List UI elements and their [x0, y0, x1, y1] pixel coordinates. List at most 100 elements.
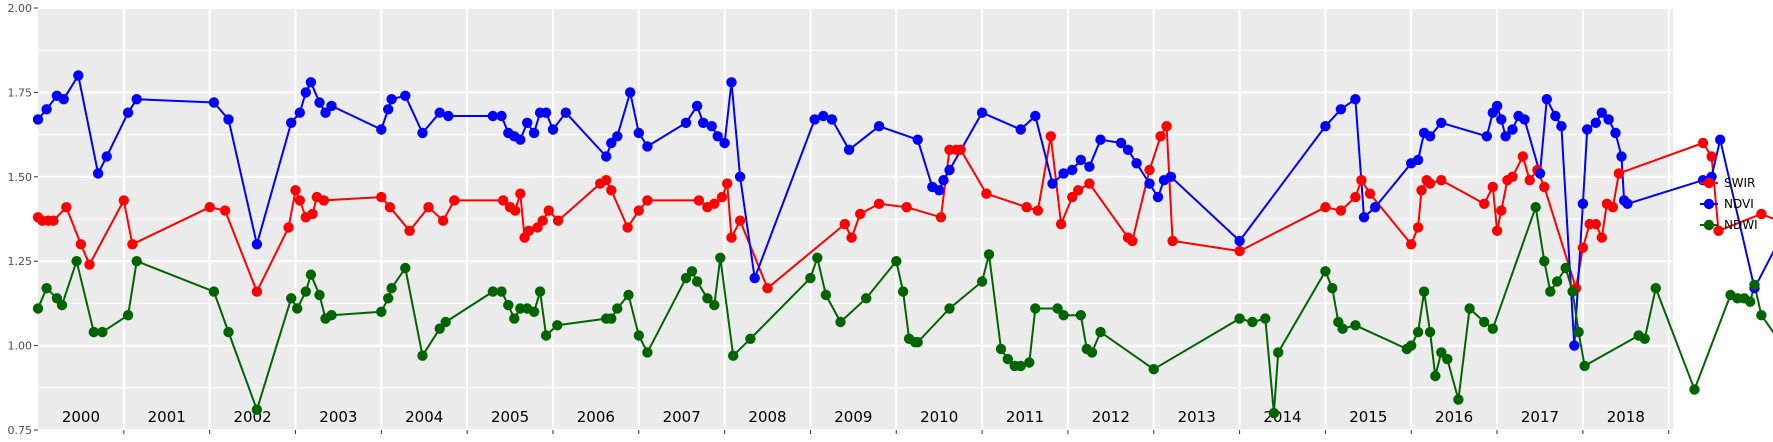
series-layer: [32, 70, 1773, 419]
data-point-ndwi: [728, 350, 739, 361]
data-point-ndvi: [698, 117, 709, 128]
data-point-ndvi: [1519, 114, 1530, 125]
data-point-ndvi: [251, 239, 263, 250]
year-label: 2000: [62, 408, 100, 426]
data-point-ndwi: [1052, 303, 1063, 314]
data-point-swir: [449, 195, 460, 206]
data-point-ndvi: [938, 175, 949, 186]
data-point-ndvi: [300, 87, 311, 98]
data-point-ndvi: [1436, 117, 1447, 128]
data-point-ndwi: [88, 326, 100, 338]
data-point-ndvi: [726, 77, 737, 88]
year-label: 2011: [1006, 408, 1044, 426]
y-tick-label: 1.00: [8, 340, 33, 353]
data-point-ndvi: [1234, 235, 1245, 247]
data-point-ndvi: [1541, 94, 1553, 105]
data-point-ndvi: [1582, 124, 1593, 135]
data-point-swir: [515, 188, 526, 199]
data-point-ndvi: [1320, 121, 1331, 132]
data-point-swir: [75, 239, 87, 250]
data-point-ndwi: [1412, 326, 1424, 338]
data-point-ndwi: [1337, 323, 1348, 334]
data-point-ndwi: [820, 289, 832, 301]
data-point-ndwi: [1086, 347, 1098, 358]
data-point-ndvi: [1424, 131, 1436, 142]
data-point-ndvi: [32, 114, 44, 125]
data-point-ndwi: [1567, 286, 1578, 297]
legend-label: NDVI: [1724, 197, 1754, 211]
data-point-ndvi: [386, 94, 397, 105]
data-point-ndvi: [680, 117, 692, 128]
axes: 0.75 1.00 1.25 1.50 1.75 2.00: [8, 2, 1670, 437]
data-point-swir: [1021, 202, 1032, 213]
data-point-ndvi: [1030, 110, 1041, 122]
legend-key-dot: [1703, 198, 1715, 210]
data-point-ndvi: [1152, 191, 1164, 203]
data-point-swir: [1539, 181, 1550, 193]
data-point-swir: [1596, 232, 1608, 243]
data-point-ndwi: [1479, 316, 1490, 328]
data-point-ndvi: [873, 121, 885, 132]
data-point-ndvi: [305, 77, 317, 88]
data-point-ndwi: [1545, 286, 1556, 297]
data-point-swir: [1155, 131, 1166, 142]
data-point-ndvi: [92, 168, 104, 179]
data-point-swir: [1412, 222, 1424, 233]
year-labels: 2000 2001 2002 2003 2004 2005 2006 2007 2008 2009…: [62, 408, 1645, 426]
data-point-swir: [606, 185, 617, 196]
data-point-ndwi: [1327, 283, 1338, 294]
data-point-ndvi: [547, 124, 559, 135]
data-point-swir: [1127, 235, 1138, 247]
data-point-ndvi: [734, 171, 746, 182]
data-point-ndvi: [1015, 124, 1026, 135]
data-point-ndvi: [1616, 151, 1627, 162]
y-tick-label: 0.75: [8, 424, 33, 437]
data-point-swir: [118, 195, 129, 206]
data-point-ndwi: [642, 347, 653, 358]
data-point-ndvi: [383, 104, 394, 115]
data-point-ndvi: [122, 107, 134, 118]
data-point-ndwi: [1002, 353, 1013, 365]
data-point-swir: [1424, 178, 1436, 189]
data-point-ndwi: [1268, 407, 1280, 419]
data-point-ndwi: [1015, 360, 1026, 372]
data-point-ndvi: [1412, 154, 1424, 166]
data-point-swir: [290, 185, 301, 196]
data-point-swir: [901, 202, 912, 213]
data-point-ndvi: [1067, 164, 1078, 176]
year-label: 2018: [1607, 408, 1645, 426]
data-point-swir: [318, 195, 329, 206]
data-point-ndvi: [712, 131, 723, 142]
data-point-swir: [1055, 218, 1067, 230]
data-point-ndvi: [934, 185, 945, 196]
data-point-ndwi: [1650, 283, 1662, 294]
data-point-ndwi: [1745, 296, 1756, 307]
series-line-ndvi: [37, 74, 1773, 347]
data-point-ndwi: [1749, 279, 1760, 290]
data-point-ndvi: [326, 100, 337, 112]
data-point-swir: [376, 191, 387, 203]
y-tick-label: 1.75: [8, 86, 33, 99]
data-point-ndwi: [1453, 394, 1464, 405]
data-point-ndwi: [1487, 323, 1499, 334]
year-label: 2001: [148, 408, 186, 426]
data-point-ndvi: [1058, 168, 1069, 179]
data-point-swir: [1436, 175, 1447, 186]
data-point-swir: [1607, 202, 1619, 213]
data-point-swir: [633, 205, 644, 216]
data-point-ndvi: [1144, 178, 1155, 189]
data-point-swir: [1073, 185, 1084, 196]
data-point-ndvi: [691, 100, 703, 112]
data-point-ndwi: [835, 316, 846, 328]
data-point-ndwi: [1350, 320, 1361, 331]
data-point-swir: [1356, 175, 1367, 186]
data-point-ndwi: [1095, 326, 1106, 338]
data-point-ndvi: [719, 137, 730, 149]
data-point-ndvi: [818, 110, 829, 122]
data-point-ndwi: [314, 289, 325, 301]
data-point-ndwi: [400, 262, 411, 274]
data-point-swir: [981, 188, 992, 199]
data-point-ndwi: [912, 337, 923, 348]
data-point-ndvi: [58, 94, 69, 105]
data-point-ndvi: [1496, 114, 1507, 125]
